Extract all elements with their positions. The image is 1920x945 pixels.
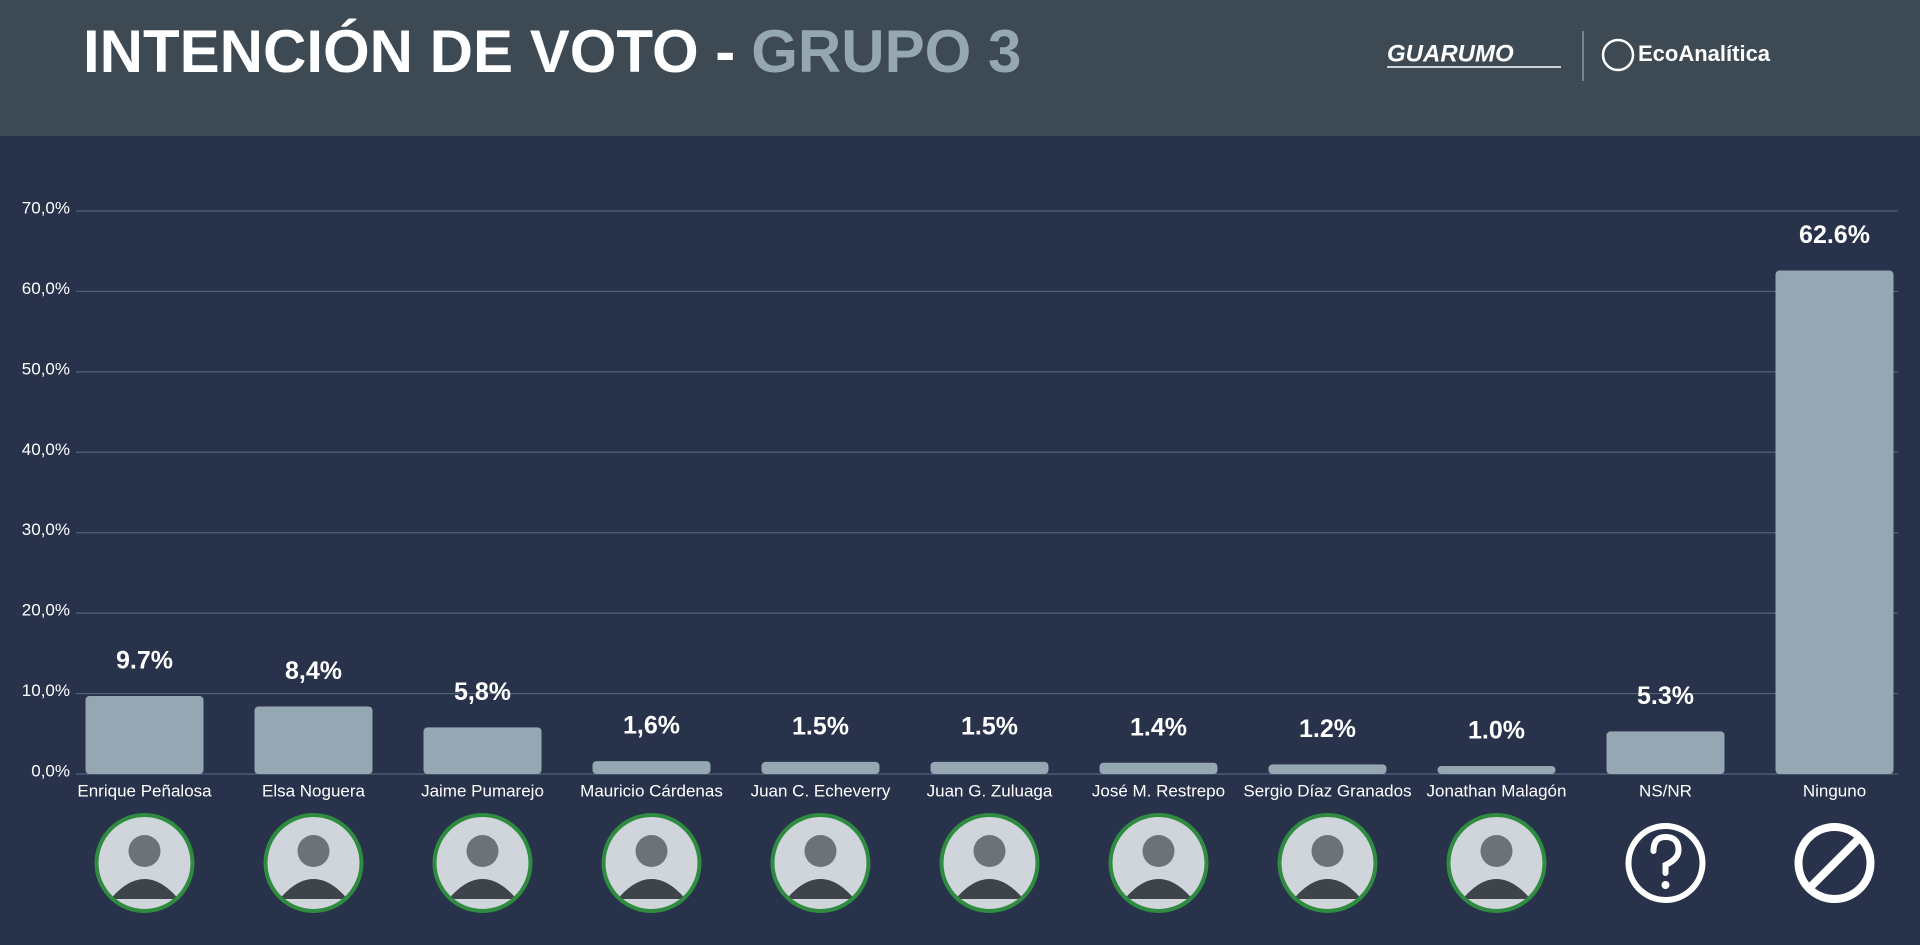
- photo-body: [786, 879, 855, 899]
- value-label: 1.5%: [792, 713, 849, 741]
- photo-head: [1480, 835, 1513, 867]
- logo-guarumo: GUARUMO: [1387, 40, 1514, 67]
- title-main: INTENCIÓN DE VOTO -: [83, 18, 735, 85]
- photo-head: [466, 835, 499, 867]
- candidate-photo: [601, 813, 702, 913]
- value-label: 1,6%: [623, 712, 680, 740]
- candidate-photo: [263, 813, 364, 913]
- photo-border: [939, 813, 1040, 913]
- photo-body: [955, 879, 1024, 899]
- bar: [592, 761, 711, 774]
- bar: [761, 761, 880, 774]
- none-slash: [1806, 835, 1863, 891]
- candidate-photo: [939, 813, 1040, 913]
- x-tick-label: NS/NR: [1639, 781, 1692, 800]
- none-icon: [1794, 823, 1875, 903]
- y-tick-label: 50,0%: [22, 359, 70, 378]
- question-dot: [1661, 881, 1670, 889]
- bar: [423, 727, 542, 774]
- photo-body: [1462, 879, 1531, 899]
- photo-border: [601, 813, 702, 913]
- photo-head: [973, 835, 1006, 867]
- candidate-photo: [1446, 813, 1547, 913]
- photo-head: [804, 835, 837, 867]
- photo-body: [617, 879, 686, 899]
- x-tick-label: Elsa Noguera: [262, 781, 366, 800]
- x-tick-label: Jonathan Malagón: [1427, 781, 1567, 800]
- photo-head: [635, 835, 668, 867]
- x-tick-label: Mauricio Cárdenas: [580, 781, 723, 800]
- photo-head: [1142, 835, 1175, 867]
- x-tick-label: Jaime Pumarejo: [421, 781, 544, 800]
- bar: [1099, 762, 1218, 774]
- question-mark: [1650, 833, 1682, 876]
- photo-body: [448, 879, 517, 899]
- y-tick-label: 70,0%: [22, 198, 70, 217]
- bar: [85, 695, 204, 774]
- candidate-photo: [432, 813, 533, 913]
- candidate-photo: [770, 813, 871, 913]
- value-label: 1.4%: [1130, 713, 1187, 741]
- y-tick-label: 0,0%: [31, 761, 70, 780]
- photo-border: [1277, 813, 1378, 913]
- photo-border: [770, 813, 871, 913]
- photo-border: [94, 813, 195, 913]
- photo-body: [1124, 879, 1193, 899]
- value-label: 9.7%: [116, 647, 173, 675]
- value-label: 62.6%: [1799, 221, 1870, 249]
- value-label: 5.3%: [1637, 682, 1694, 710]
- bar: [1775, 270, 1894, 774]
- photo-border: [1108, 813, 1209, 913]
- logo-ecoanalitica: EcoAnalítica: [1638, 41, 1771, 66]
- photo-border: [432, 813, 533, 913]
- bar: [930, 761, 1049, 774]
- value-label: 1.0%: [1468, 717, 1525, 745]
- photo-body: [279, 879, 348, 899]
- candidate-photo: [1108, 813, 1209, 913]
- candidate-photo: [94, 813, 195, 913]
- photo-body: [110, 879, 179, 899]
- bar: [1437, 765, 1556, 774]
- logo-icon: [1601, 38, 1635, 72]
- x-tick-label: Juan G. Zuluaga: [927, 781, 1053, 800]
- unknown-icon: [1625, 823, 1706, 903]
- header-bar: [0, 0, 1920, 136]
- x-tick-label: Ninguno: [1803, 781, 1866, 800]
- chart-title: INTENCIÓN DE VOTO - GRUPO 3: [83, 18, 1021, 85]
- y-tick-label: 30,0%: [22, 520, 70, 539]
- photo-head: [297, 835, 330, 867]
- photo-head: [1311, 835, 1344, 867]
- y-tick-label: 20,0%: [22, 601, 70, 620]
- x-tick-label: José M. Restrepo: [1092, 781, 1225, 800]
- x-tick-label: Sergio Díaz Granados: [1243, 781, 1411, 800]
- value-label: 1.5%: [961, 713, 1018, 741]
- value-label: 8,4%: [285, 657, 342, 685]
- y-tick-label: 60,0%: [22, 279, 70, 298]
- photo-border: [263, 813, 364, 913]
- x-tick-label: Enrique Peñalosa: [77, 781, 212, 800]
- photo-border: [1446, 813, 1547, 913]
- bar: [1268, 764, 1387, 774]
- y-tick-label: 40,0%: [22, 440, 70, 459]
- value-label: 1.2%: [1299, 715, 1356, 743]
- x-tick-label: Juan C. Echeverry: [751, 781, 891, 800]
- value-label: 5,8%: [454, 678, 511, 706]
- bar: [1606, 731, 1725, 774]
- candidate-photo: [1277, 813, 1378, 913]
- photo-head: [128, 835, 161, 867]
- photo-body: [1293, 879, 1362, 899]
- title-highlight: GRUPO 3: [751, 18, 1021, 85]
- bar: [254, 706, 373, 774]
- y-tick-label: 10,0%: [22, 681, 70, 700]
